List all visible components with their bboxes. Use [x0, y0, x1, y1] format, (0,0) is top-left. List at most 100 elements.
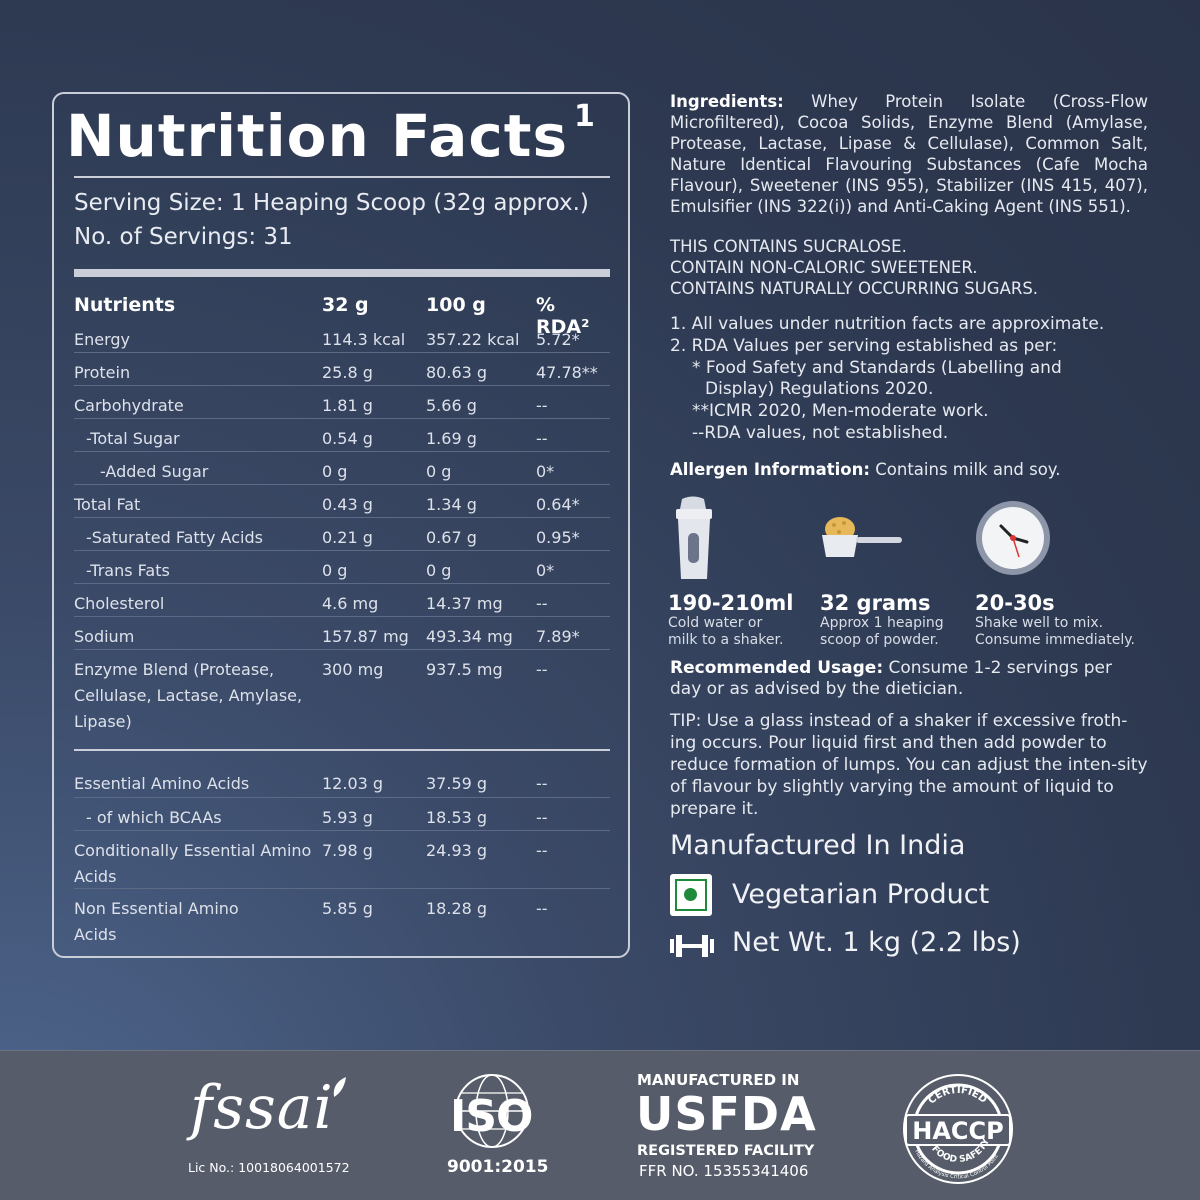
row-label: Sodium [74, 627, 135, 646]
row-value-100g: 18.53 g [426, 808, 488, 827]
row-value-rda: 0* [536, 561, 555, 580]
note-2: 2. RDA Values per serving established as… [670, 336, 1058, 356]
fssai-license-number: Lic No.: 10018064001572 [188, 1160, 350, 1175]
allergen-info: Allergen Information: Contains milk and … [670, 459, 1148, 480]
row-value-100g: 1.34 g [426, 495, 477, 514]
row-label: -Total Sugar [86, 429, 180, 448]
note-1: 1. All values under nutrition facts are … [670, 314, 1105, 334]
table-row: Cholesterol 4.6 mg 14.37 mg -- [74, 584, 610, 617]
scoop-icon [822, 517, 902, 557]
row-value-32g: 1.81 g [322, 396, 373, 415]
ingredients-text: Whey Protein Isolate (Cross-Flow Microfi… [670, 92, 1148, 216]
ingredients: Ingredients: Whey Protein Isolate (Cross… [670, 91, 1148, 217]
warnings: THIS CONTAINS SUCRALOSE. CONTAIN NON-CAL… [670, 236, 1148, 299]
usfda-ffr-number: FFR NO. 15355341406 [639, 1162, 809, 1180]
serving-size: Serving Size: 1 Heaping Scoop (32g appro… [74, 190, 589, 216]
row-value-rda: -- [536, 808, 548, 827]
usage-text: Consume 1-2 servings per day or as advis… [670, 658, 1112, 699]
haccp-seal-icon: CERTIFIED HACCP FOOD SAFETY Hazard Analy… [903, 1074, 1013, 1184]
table-row: -Saturated Fatty Acids 0.21 g 0.67 g 0.9… [74, 518, 610, 551]
step-amount: 32 grams [820, 591, 931, 615]
title-divider [74, 176, 610, 178]
row-value-100g: 18.28 g [426, 899, 488, 918]
table-row: -Added Sugar 0 g 0 g 0* [74, 452, 610, 485]
header-32g: 32 g [322, 294, 369, 316]
row-label: Carbohydrate [74, 396, 184, 415]
table-row: Protein 25.8 g 80.63 g 47.78** [74, 353, 610, 386]
row-value-32g: 12.03 g [322, 774, 384, 793]
row-value-rda: 0* [536, 462, 555, 481]
row-label: -Saturated Fatty Acids [86, 528, 263, 547]
nutrition-facts-panel: Nutrition Facts 1 Serving Size: 1 Heaping… [52, 92, 630, 958]
allergen-text: Contains milk and soy. [875, 460, 1061, 479]
step-clock: 20-30s Shake well to mix. Consume immedi… [975, 495, 1135, 649]
note-2b: Display) Regulations 2020. [705, 379, 934, 399]
usfda-logo: USFDA [636, 1087, 817, 1141]
allergen-label: Allergen Information: [670, 460, 870, 479]
row-label: -Trans Fats [86, 561, 170, 580]
manufactured-in: Manufactured In India [670, 830, 966, 861]
table-row: Enzyme Blend (Protease, Cellulase, Lacta… [74, 650, 610, 740]
fssai-logo: fssai [190, 1073, 334, 1143]
row-value-32g: 0 g [322, 462, 348, 481]
note-2c: **ICMR 2020, Men-moderate work. [692, 401, 989, 421]
tip: TIP: Use a glass instead of a shaker if … [670, 711, 1148, 819]
step-desc-line: scoop of powder. [820, 632, 939, 648]
row-value-100g: 357.22 kcal [426, 330, 520, 349]
row-label: Enzyme Blend (Protease, Cellulase, Lacta… [74, 660, 303, 731]
row-value-rda: -- [536, 841, 548, 860]
serving-divider [74, 269, 610, 277]
usfda-registered: REGISTERED FACILITY [637, 1143, 815, 1159]
step-desc-line: Consume immediately. [975, 632, 1135, 648]
table-row: -Total Sugar 0.54 g 1.69 g -- [74, 419, 610, 452]
row-value-rda: 5.72* [536, 330, 580, 349]
nutrition-facts-title: Nutrition Facts 1 [66, 98, 596, 170]
iso-logo: ISO [450, 1091, 533, 1142]
row-value-32g: 157.87 mg [322, 627, 409, 646]
clock-icon [976, 501, 1050, 575]
step-desc-line: milk to a shaker. [668, 632, 784, 648]
row-value-100g: 0 g [426, 462, 452, 481]
row-value-rda: 47.78** [536, 363, 598, 382]
svg-text:HACCP: HACCP [912, 1117, 1003, 1145]
net-weight: Net Wt. 1 kg (2.2 lbs) [732, 927, 1021, 958]
title-footnote-mark: 1 [573, 98, 596, 134]
iso-standard: 9001:2015 [447, 1157, 549, 1177]
row-value-32g: 114.3 kcal [322, 330, 406, 349]
vegetarian-mark-icon [670, 874, 712, 916]
header-rda: % RDA² [536, 294, 590, 338]
row-value-rda: 0.95* [536, 528, 580, 547]
nutrition-table-header: Nutrients 32 g 100 g % RDA² [74, 294, 610, 338]
step-amount: 190-210ml [668, 591, 794, 615]
certifications-footer: fssai Lic No.: 10018064001572 ISO 9001:2… [0, 1050, 1200, 1200]
table-row: Non Essential Amino Acids 5.85 g 18.28 g… [74, 889, 610, 949]
row-value-rda: -- [536, 774, 548, 793]
row-value-100g: 0.67 g [426, 528, 477, 547]
row-value-rda: -- [536, 594, 548, 613]
row-label: Non Essential Amino Acids [74, 899, 239, 944]
step-desc-line: Shake well to mix. [975, 615, 1104, 631]
row-value-rda: 7.89* [536, 627, 580, 646]
header-nutrients: Nutrients [74, 294, 176, 316]
note-2a: * Food Safety and Standards (Labelling a… [692, 358, 1062, 378]
step-shaker: 190-210ml Cold water or milk to a shaker… [668, 495, 793, 649]
row-label: Essential Amino Acids [74, 774, 250, 793]
row-value-32g: 5.85 g [322, 899, 373, 918]
note-2d: --RDA values, not established. [692, 423, 949, 443]
table-row: Energy 114.3 kcal 357.22 kcal 5.72* [74, 320, 610, 353]
row-value-100g: 1.69 g [426, 429, 477, 448]
row-value-32g: 0 g [322, 561, 348, 580]
row-value-100g: 5.66 g [426, 396, 477, 415]
row-value-32g: 4.6 mg [322, 594, 379, 613]
row-label: Energy [74, 330, 131, 349]
warning-line: CONTAIN NON-CALORIC SWEETENER. [670, 258, 978, 277]
row-value-rda: -- [536, 899, 548, 918]
row-value-32g: 25.8 g [322, 363, 373, 382]
row-label: Total Fat [74, 495, 141, 514]
row-value-32g: 0.21 g [322, 528, 373, 547]
amino-divider [74, 749, 610, 751]
step-desc-line: Approx 1 heaping [820, 615, 944, 631]
row-value-100g: 937.5 mg [426, 660, 503, 679]
row-label: - of which BCAAs [86, 808, 222, 827]
row-value-rda: -- [536, 429, 548, 448]
